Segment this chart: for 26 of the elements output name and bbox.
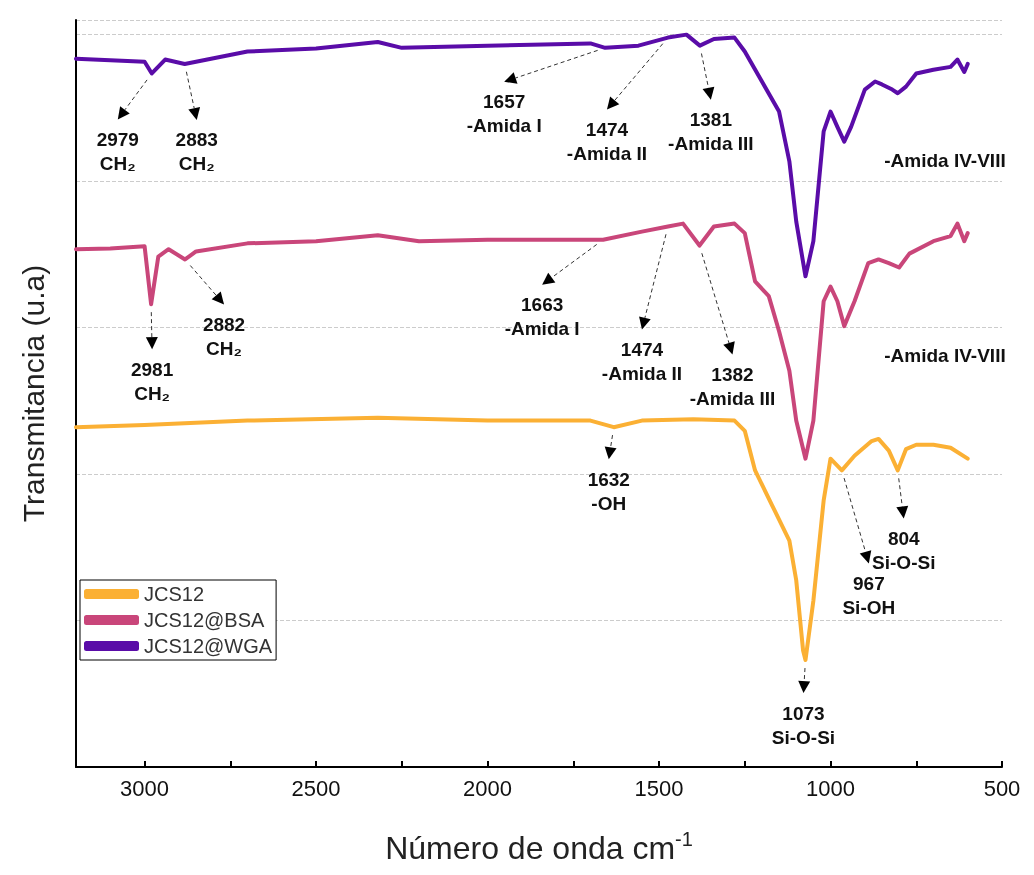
annotation: 1073 Si-O-Si: [771, 702, 836, 748]
legend-label: JCS12@BSA: [144, 609, 266, 631]
x-tick-label: 2000: [463, 775, 513, 801]
annotation: 1382 -Amida III: [689, 364, 776, 410]
annotation: 1632 -OH: [587, 468, 630, 514]
annotation: 1474 -Amida II: [566, 119, 648, 165]
x-tick-label: 2500: [291, 775, 341, 801]
x-tick-label: 1500: [634, 775, 684, 801]
legend-label: JCS12: [144, 583, 205, 605]
annotation: 967 Si-OH: [842, 572, 896, 618]
annotation: 1381 -Amida III: [668, 109, 754, 155]
annotation: 2981 CH₂: [130, 358, 174, 404]
annotation: 2882 CH₂: [202, 313, 246, 359]
x-tick-label: 500: [983, 775, 1021, 801]
annotation: 1474 -Amida II: [601, 339, 683, 385]
y-axis-title: Transmitancia (u.a): [16, 264, 50, 523]
annotation: 1657 -Amida I: [466, 91, 542, 137]
legend-label: JCS12@WGA: [144, 635, 273, 657]
annotation: -Amida IV-VIII: [884, 344, 1006, 366]
annotation: 2979 CH₂: [96, 128, 139, 174]
annotation: -Amida IV-VIII: [884, 149, 1006, 171]
x-tick-label: 1000: [806, 775, 855, 801]
annotation: 1663 -Amida I: [504, 294, 580, 340]
x-tick-label: 3000: [120, 775, 170, 801]
annotation: 804 Si-O-Si: [872, 527, 936, 573]
annotation: 2883 CH₂: [175, 129, 218, 175]
